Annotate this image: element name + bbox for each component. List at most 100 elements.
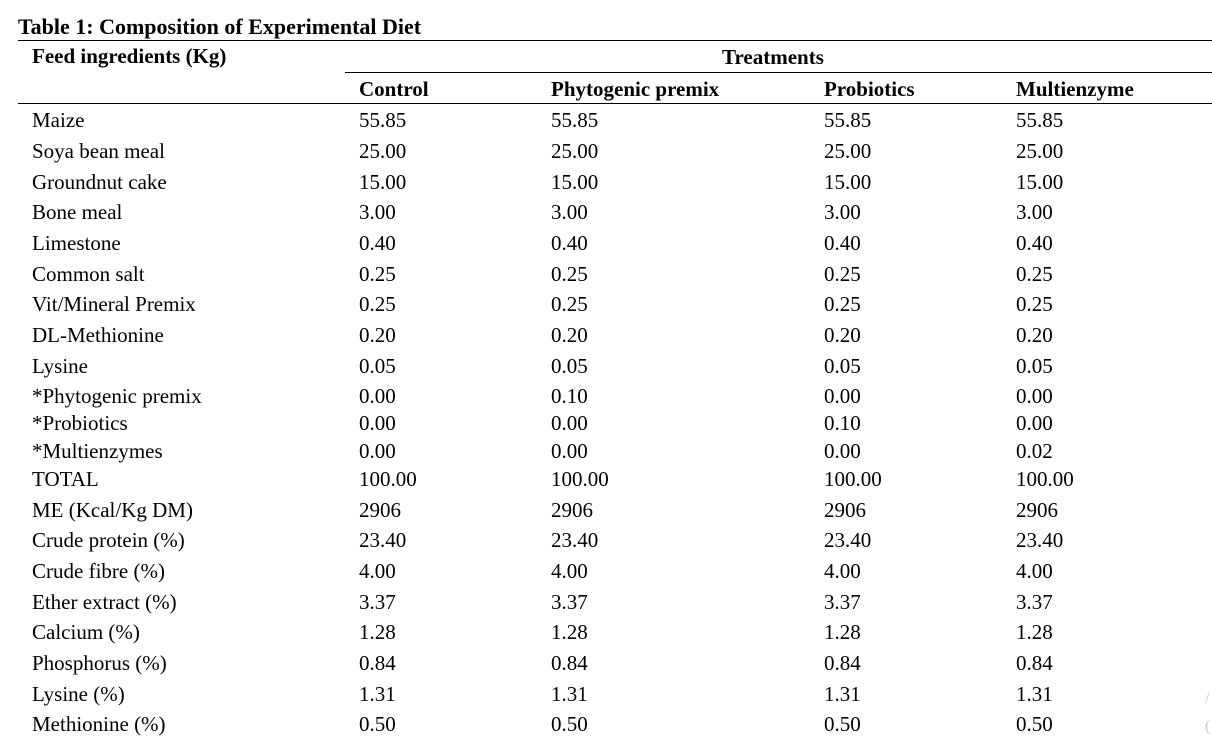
table-cell: 0.50: [551, 712, 588, 736]
table-cell: 3.00: [551, 200, 588, 224]
row-label: Limestone: [32, 231, 121, 255]
table-cell: 3.37: [824, 590, 861, 614]
table-cell: 1.31: [824, 682, 861, 706]
table-cell: 0.20: [1016, 323, 1053, 347]
table-cell: 3.37: [551, 590, 588, 614]
table-cell: 23.40: [359, 528, 407, 552]
table-cell: 25.00: [824, 139, 872, 163]
row-label: DL-Methionine: [32, 323, 164, 347]
table-cell: 23.40: [1016, 528, 1064, 552]
table-cell: 3.37: [359, 590, 396, 614]
table-cell: 15.00: [1016, 170, 1064, 194]
column-header-control: Control: [359, 77, 429, 101]
table-cell: 15.00: [359, 170, 407, 194]
table-cell: 0.00: [359, 411, 396, 435]
table-cell: 0.25: [1016, 262, 1053, 286]
table-cell: 2906: [824, 498, 866, 522]
column-header-multienzyme: Multienzyme: [1016, 77, 1134, 101]
table-cell: 1.31: [1016, 682, 1053, 706]
table-cell: 0.00: [824, 384, 861, 408]
table-cell: 2906: [551, 498, 593, 522]
table-cell: 1.28: [824, 620, 861, 644]
table-cell: 0.00: [551, 439, 588, 463]
table-cell: 3.00: [824, 200, 861, 224]
table-cell: 55.85: [1016, 108, 1064, 132]
table-cell: 0.05: [824, 354, 861, 378]
table-cell: 4.00: [824, 559, 861, 583]
edge-artifact: (: [1205, 718, 1211, 735]
row-label: Common salt: [32, 262, 145, 286]
table-cell: 25.00: [1016, 139, 1064, 163]
row-label: Maize: [32, 108, 85, 132]
table-cell: 0.25: [1016, 292, 1053, 316]
table-cell: 0.00: [359, 439, 396, 463]
table-caption: Table 1: Composition of Experimental Die…: [18, 14, 422, 39]
table-cell: 0.40: [1016, 231, 1053, 255]
table-cell: 3.37: [1016, 590, 1053, 614]
table-cell: 55.85: [359, 108, 407, 132]
row-label: TOTAL: [32, 467, 99, 491]
table-cell: 0.40: [551, 231, 588, 255]
table-cell: 15.00: [551, 170, 599, 194]
table-cell: 0.20: [359, 323, 396, 347]
table-cell: 1.28: [551, 620, 588, 644]
table-cell: 0.00: [824, 439, 861, 463]
table-cell: 25.00: [359, 139, 407, 163]
table-cell: 100.00: [824, 467, 882, 491]
row-label: Vit/Mineral Premix: [32, 292, 196, 316]
table-cell: 15.00: [824, 170, 872, 194]
treatments-rule: [345, 72, 1212, 73]
table-cell: 0.20: [551, 323, 588, 347]
table-cell: 0.50: [1016, 712, 1053, 736]
table-cell: 3.00: [1016, 200, 1053, 224]
header-feed-ingredients: Feed ingredients (Kg): [32, 44, 227, 68]
table-cell: 100.00: [359, 467, 417, 491]
table-cell: 0.25: [824, 262, 861, 286]
table-cell: 25.00: [551, 139, 599, 163]
table-cell: 0.00: [551, 411, 588, 435]
table-cell: 0.10: [551, 384, 588, 408]
table-cell: 0.25: [551, 262, 588, 286]
table-cell: 0.25: [551, 292, 588, 316]
table-cell: 0.00: [1016, 384, 1053, 408]
table-cell: 0.00: [1016, 411, 1053, 435]
edge-artifact: /: [1205, 690, 1210, 707]
table-cell: 0.50: [359, 712, 396, 736]
table-cell: 0.50: [824, 712, 861, 736]
row-label: Bone meal: [32, 200, 123, 224]
table-cell: 4.00: [551, 559, 588, 583]
row-label: Phosphorus (%): [32, 651, 167, 675]
table-cell: 0.02: [1016, 439, 1053, 463]
table-cell: 0.05: [1016, 354, 1053, 378]
row-label: *Multienzymes: [32, 439, 163, 463]
table-cell: 0.25: [359, 292, 396, 316]
table-cell: 0.10: [824, 411, 861, 435]
row-label: ME (Kcal/Kg DM): [32, 498, 193, 522]
row-label: Lysine: [32, 354, 88, 378]
column-header-probiotics: Probiotics: [824, 77, 915, 101]
table-cell: 0.05: [359, 354, 396, 378]
row-label: Lysine (%): [32, 682, 125, 706]
table-cell: 1.31: [359, 682, 396, 706]
table-cell: 1.31: [551, 682, 588, 706]
table-cell: 0.05: [551, 354, 588, 378]
row-label: Groundnut cake: [32, 170, 167, 194]
row-label: *Phytogenic premix: [32, 384, 202, 408]
row-label: Soya bean meal: [32, 139, 165, 163]
row-label: Crude protein (%): [32, 528, 185, 552]
table-cell: 0.25: [824, 292, 861, 316]
top-rule: [18, 40, 1212, 41]
table-cell: 23.40: [824, 528, 872, 552]
table-cell: 0.84: [1016, 651, 1053, 675]
table-cell: 0.84: [359, 651, 396, 675]
table-cell: 100.00: [1016, 467, 1074, 491]
table-cell: 0.40: [359, 231, 396, 255]
table-cell: 4.00: [1016, 559, 1053, 583]
table-cell: 1.28: [359, 620, 396, 644]
table-cell: 55.85: [551, 108, 599, 132]
row-label: Ether extract (%): [32, 590, 177, 614]
table-cell: 2906: [1016, 498, 1058, 522]
table-cell: 23.40: [551, 528, 599, 552]
table-cell: 0.00: [359, 384, 396, 408]
table-cell: 3.00: [359, 200, 396, 224]
